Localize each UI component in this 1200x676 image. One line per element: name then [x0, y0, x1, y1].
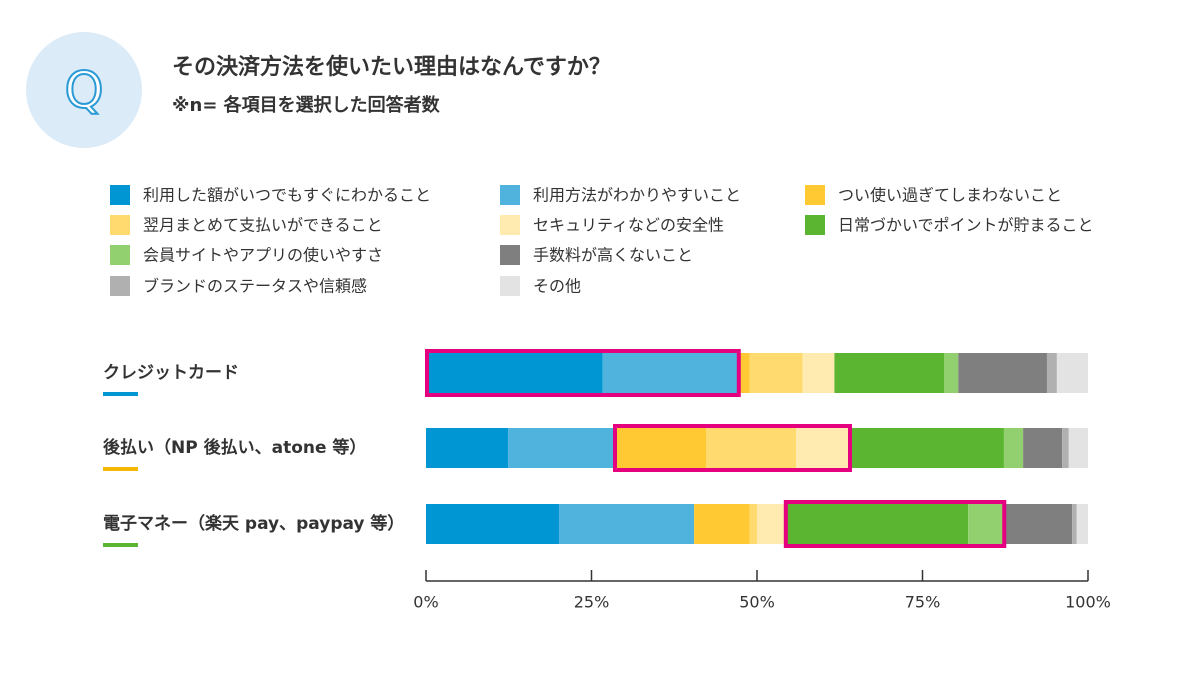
- chart-title: その決済方法を使いたい理由はなんですか？: [172, 54, 611, 80]
- category-label: クレジットカード: [103, 363, 239, 383]
- category-label: 電子マネー（楽天 pay、paypay 等）: [103, 513, 404, 534]
- legend-label: 翌月まとめて支払いができること: [143, 216, 383, 235]
- category-marker: [103, 543, 138, 547]
- category-marker: [103, 467, 138, 471]
- legend-label: 会員サイトやアプリの使いやすさ: [143, 246, 383, 265]
- x-tick-label: 50%: [739, 593, 775, 612]
- legend-swatch: [500, 215, 520, 235]
- legend-label: つい使い過ぎてしまわないこと: [838, 186, 1062, 205]
- category-marker: [103, 392, 138, 396]
- legend-label: ブランドのステータスや信頼感: [143, 277, 367, 296]
- legend-swatch: [805, 185, 825, 205]
- legend-label: 手数料が高くないこと: [533, 246, 693, 265]
- bar-segment: [559, 504, 695, 544]
- bar-segment: [1005, 504, 1073, 544]
- legend-label: 利用方法がわかりやすいこと: [533, 186, 741, 205]
- x-tick-label: 0%: [413, 593, 438, 612]
- bar-segment: [958, 353, 1047, 393]
- bar-segment: [1072, 504, 1077, 544]
- bar-segment: [834, 353, 945, 393]
- bar-segment: [694, 504, 750, 544]
- category-label: 後払い（NP 後払い、atone 等）: [103, 437, 366, 458]
- bar-segment: [602, 353, 740, 393]
- highlight-box: [613, 424, 853, 472]
- bar-segment: [1056, 353, 1088, 393]
- icon-label: Q: [64, 62, 103, 120]
- legend-swatch: [110, 185, 130, 205]
- highlight-box: [783, 500, 1007, 548]
- bar-segment: [508, 428, 615, 468]
- bar-segment: [426, 504, 560, 544]
- bar-segment: [706, 428, 797, 468]
- bar-segment: [944, 353, 959, 393]
- bar-segment: [802, 353, 835, 393]
- bar-segment: [1062, 428, 1069, 468]
- legend-label: 日常づかいでポイントが貯まること: [838, 216, 1094, 235]
- bar-segment: [1046, 353, 1057, 393]
- bar-segment: [784, 504, 969, 544]
- bar-segment: [1068, 428, 1088, 468]
- bar-segment: [426, 353, 603, 393]
- bar-segment: [757, 504, 785, 544]
- x-tick-label: 75%: [905, 593, 941, 612]
- bar-segment: [426, 428, 509, 468]
- highlight-box: [425, 349, 741, 397]
- legend-swatch: [805, 215, 825, 235]
- bar-segment: [796, 428, 852, 468]
- bar-segment: [749, 353, 803, 393]
- legend-label: その他: [533, 277, 581, 296]
- x-tick-label: 100%: [1065, 593, 1111, 612]
- bar-segment: [968, 504, 1006, 544]
- bar-segment: [749, 504, 757, 544]
- legend-swatch: [110, 215, 130, 235]
- legend-swatch: [110, 276, 130, 296]
- legend-swatch: [500, 245, 520, 265]
- bar-segment: [1003, 428, 1024, 468]
- x-tick-label: 25%: [574, 593, 610, 612]
- legend-swatch: [500, 276, 520, 296]
- icon-circle: [26, 32, 142, 148]
- bar-segment: [1023, 428, 1063, 468]
- legend-label: 利用した額がいつでもすぐにわかること: [143, 186, 431, 205]
- legend-swatch: [500, 185, 520, 205]
- legend-swatch: [110, 245, 130, 265]
- bar-segment: [739, 353, 750, 393]
- chart-subtitle: ※n= 各項目を選択した回答者数: [172, 94, 441, 116]
- bar-segment: [614, 428, 707, 468]
- legend-label: セキュリティなどの安全性: [533, 216, 724, 235]
- bar-segment: [1076, 504, 1088, 544]
- bar-segment: [851, 428, 1004, 468]
